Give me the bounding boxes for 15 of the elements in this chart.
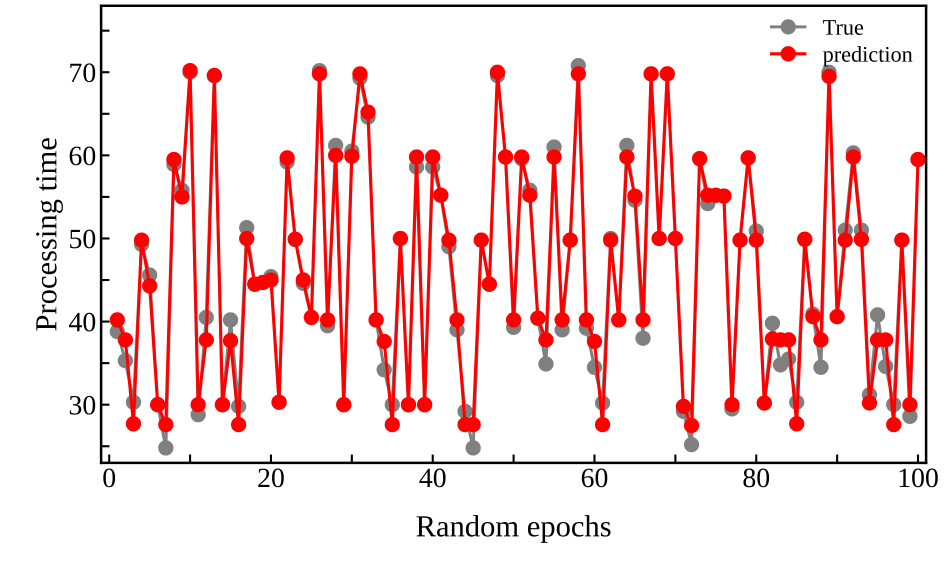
x-tick-label: 60: [582, 468, 608, 488]
y-tick-label: 30: [70, 396, 96, 415]
y-tick-label: 60: [70, 146, 96, 166]
legend-label: prediction: [823, 46, 912, 66]
x-tick-label: 40: [419, 468, 446, 488]
y-tick-label: 70: [70, 63, 96, 82]
x-tick-label: 0: [103, 468, 116, 488]
y-tick-label: 50: [70, 230, 96, 248]
x-axis-title: Random epochs: [416, 515, 611, 543]
x-tick-label: 80: [743, 468, 770, 488]
y-axis-title: Processing time: [36, 138, 63, 331]
y-tick-label: 40: [69, 312, 96, 332]
legend-label: True: [823, 20, 864, 35]
x-tick-label: 20: [258, 468, 284, 488]
x-tick-label: 100: [900, 468, 938, 488]
